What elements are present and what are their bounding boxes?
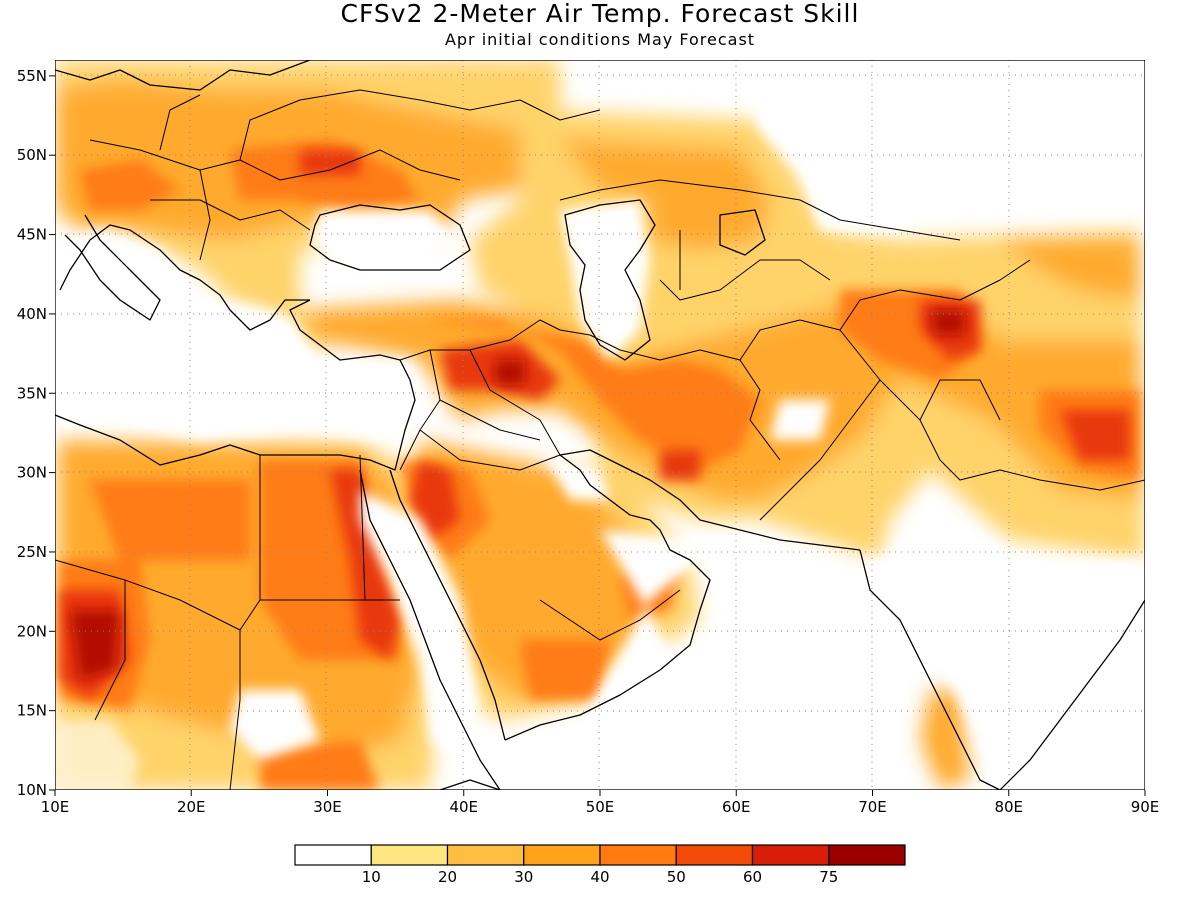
lat-tick-label: 40N (17, 305, 47, 323)
lat-tick-label: 20N (17, 622, 47, 640)
lat-tick-label: 45N (17, 226, 47, 244)
lon-tick-label: 90E (1131, 798, 1160, 816)
lat-tick-label: 50N (17, 146, 47, 164)
colorbar-label: 50 (667, 868, 686, 886)
colorbar-swatch (675, 844, 754, 866)
lon-tick-label: 80E (994, 798, 1023, 816)
coastlines (55, 60, 1145, 790)
lat-tick-label: 10N (17, 781, 47, 799)
lon-tick-label: 10E (41, 798, 70, 816)
colorbar-swatch (370, 844, 449, 866)
lat-tick-label: 55N (17, 67, 47, 85)
lon-tick-label: 20E (177, 798, 206, 816)
colorbar: 10 20 30 40 50 60 75 (294, 844, 906, 886)
colorbar-label: 10 (362, 868, 381, 886)
colorbar-swatch (294, 844, 372, 866)
colorbar-swatch (446, 844, 525, 866)
country-borders (55, 89, 1145, 790)
colorbar-swatch (599, 844, 677, 866)
colorbar-swatch (751, 844, 830, 866)
lon-tick-label: 50E (586, 798, 615, 816)
map-title: CFSv2 2-Meter Air Temp. Forecast Skill (341, 0, 860, 28)
colorbar-swatch (828, 844, 906, 866)
colorbar-label: 40 (590, 868, 609, 886)
colorbar-label: 30 (514, 868, 533, 886)
lat-tick-label: 30N (17, 464, 47, 482)
map-axes: 10E 20E 30E 40E 50E 60E 70E 80E 90E 10N 15N 20N 25N 3… (17, 67, 1160, 816)
colorbar-swatch (523, 844, 601, 866)
lon-tick-label: 60E (722, 798, 751, 816)
lon-tick-label: 40E (449, 798, 478, 816)
colorbar-label: 75 (819, 868, 838, 886)
no-skill-areas (55, 60, 1145, 790)
map-panel (55, 60, 1145, 790)
lat-tick-label: 25N (17, 543, 47, 561)
lat-tick-label: 35N (17, 384, 47, 402)
lat-tick-label: 15N (17, 702, 47, 720)
map-subtitle: Apr initial conditions May Forecast (445, 30, 755, 49)
colorbar-label: 20 (438, 868, 457, 886)
lon-tick-label: 30E (313, 798, 342, 816)
colorbar-label: 60 (743, 868, 762, 886)
lon-tick-label: 70E (858, 798, 887, 816)
